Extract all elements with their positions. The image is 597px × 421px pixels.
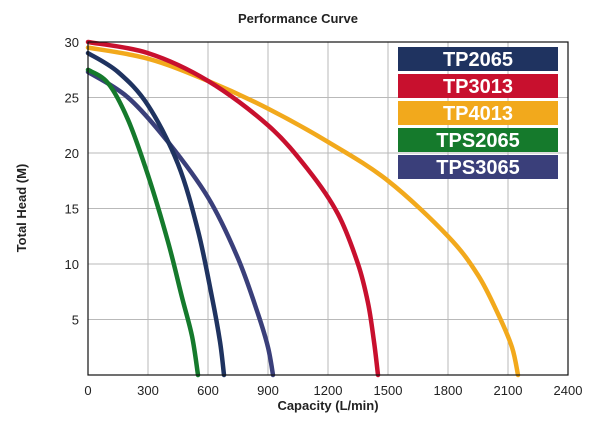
curve-tp2065 — [85, 50, 227, 378]
legend-swatch-tp4013 — [398, 101, 558, 125]
y-tick-label: 25 — [65, 91, 79, 106]
x-tick-label: 2100 — [494, 383, 523, 398]
y-tick-label: 20 — [65, 146, 79, 161]
curve-tp3013 — [85, 39, 381, 378]
x-tick-label: 2400 — [554, 383, 583, 398]
y-tick-label: 30 — [65, 35, 79, 50]
legend-label-tps2065: TPS2065 — [436, 130, 519, 152]
y-tick-labels: 5 10 15 20 25 30 — [65, 35, 79, 328]
x-axis-label: Capacity (L/min) — [277, 398, 378, 413]
x-tick-label: 0 — [84, 383, 91, 398]
curve-tps3065 — [85, 69, 276, 378]
x-tick-label: 600 — [197, 383, 219, 398]
y-tick-label: 10 — [65, 257, 79, 272]
chart-title: Performance Curve — [238, 11, 358, 26]
x-tick-label: 900 — [257, 383, 279, 398]
y-axis-label: Total Head (M) — [14, 164, 29, 253]
legend-swatch-tps3065 — [398, 155, 558, 179]
y-tick-label: 15 — [65, 202, 79, 217]
plot-frame — [87, 41, 569, 376]
x-tick-label: 1500 — [374, 383, 403, 398]
legend-label-tps3065: TPS3065 — [436, 157, 519, 179]
legend: TP2065 TP3013 TP4013 TPS2065 TPS3065 — [398, 47, 558, 179]
x-tick-labels: 0 300 600 900 1200 1500 1800 2100 2400 — [84, 383, 582, 398]
curves — [85, 39, 521, 378]
x-tick-label: 1800 — [434, 383, 463, 398]
legend-swatch-tp3013 — [398, 74, 558, 98]
legend-swatch-tp2065 — [398, 47, 558, 71]
x-tick-label: 1200 — [314, 383, 343, 398]
legend-label-tp3013: TP3013 — [443, 76, 513, 98]
legend-label-tp4013: TP4013 — [443, 103, 513, 125]
x-tick-label: 300 — [137, 383, 159, 398]
curve-tps2065 — [85, 67, 201, 378]
legend-swatch-tps2065 — [398, 128, 558, 152]
y-tick-label: 5 — [72, 313, 79, 328]
legend-label-tp2065: TP2065 — [443, 49, 513, 71]
